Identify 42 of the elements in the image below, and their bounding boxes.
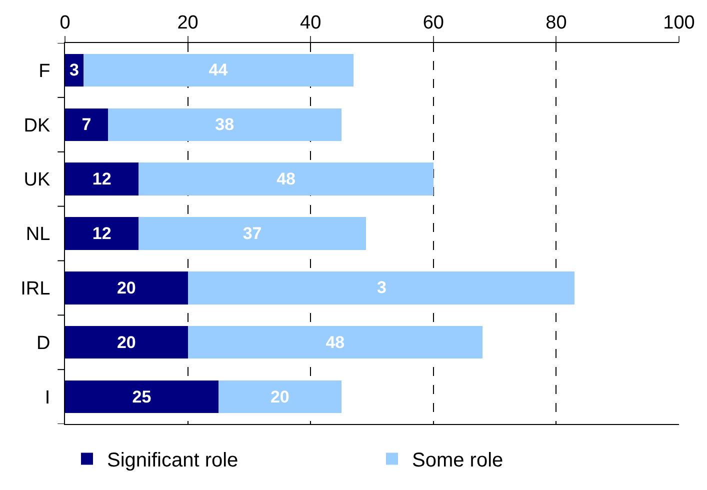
bar	[188, 272, 575, 304]
x-tick-label: 80	[546, 12, 567, 34]
y-tick-label: F	[38, 60, 50, 82]
bar	[65, 326, 188, 359]
bar	[65, 272, 188, 304]
y-tick-label: NL	[26, 224, 50, 246]
y-tick-label: DK	[24, 115, 51, 136]
x-tick-label: 0	[60, 12, 70, 34]
y-tick-label: IRL	[20, 278, 50, 300]
legend-label: Significant role	[107, 450, 238, 472]
bar	[65, 162, 139, 196]
bar	[65, 217, 139, 250]
data-label: 44	[208, 60, 228, 80]
data-label: 12	[92, 170, 112, 189]
y-tick-label: UK	[24, 170, 51, 191]
bar	[65, 108, 108, 141]
data-label: 38	[215, 115, 234, 134]
bar	[138, 217, 366, 250]
y-tick-label: I	[44, 387, 50, 408]
data-label: 20	[116, 278, 136, 298]
data-label: 7	[82, 115, 92, 134]
data-label: 48	[326, 332, 345, 352]
x-tick-label: 20	[177, 12, 198, 34]
bar	[138, 162, 434, 196]
data-label: 3	[69, 60, 79, 80]
data-label: 37	[242, 224, 262, 243]
bar	[218, 380, 342, 414]
data-label: 12	[92, 224, 112, 243]
data-label: 20	[116, 332, 136, 352]
y-tick-label: D	[36, 333, 50, 354]
bar	[188, 326, 483, 359]
legend-label: Some role	[412, 450, 504, 472]
annotation: 3	[377, 278, 386, 297]
bar	[108, 108, 342, 141]
x-tick-label: 40	[300, 12, 322, 34]
x-tick-label: 100	[663, 12, 695, 34]
bar	[65, 380, 218, 414]
x-tick-label: 60	[422, 12, 444, 34]
data-label: 48	[276, 170, 296, 189]
data-label: 20	[270, 387, 290, 406]
data-label: 25	[132, 387, 152, 406]
bar	[83, 54, 354, 87]
